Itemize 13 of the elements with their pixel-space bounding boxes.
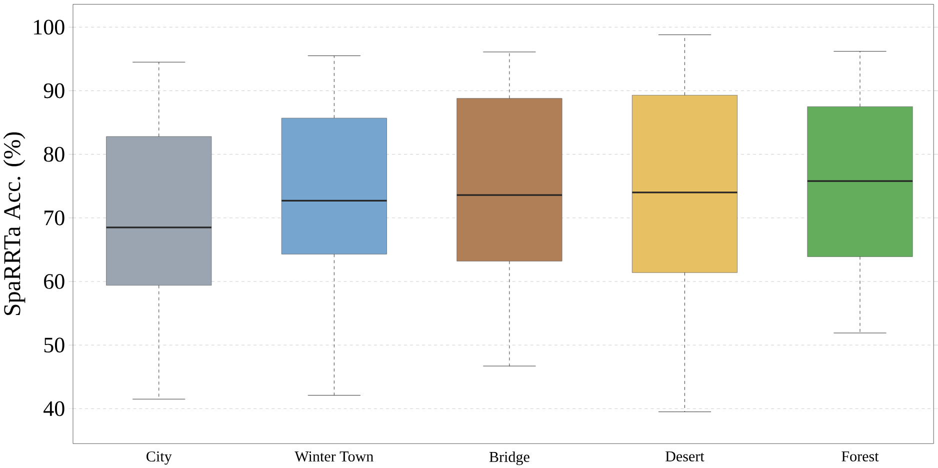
y-tick-label: 100 bbox=[34, 19, 64, 34]
x-tick-label: City bbox=[146, 451, 172, 464]
x-tick-label: Winter Town bbox=[294, 451, 374, 462]
x-tick-label: Forest bbox=[842, 451, 879, 462]
x-tick-label: Desert bbox=[666, 451, 704, 462]
y-tick-label: 90 bbox=[44, 83, 64, 98]
y-tick-label: 40 bbox=[44, 400, 64, 416]
y-tick-label: 60 bbox=[44, 274, 64, 289]
y-axis-title: SpaRRTa Acc. (%) bbox=[3, 132, 26, 315]
y-tick-label: 50 bbox=[44, 337, 64, 352]
y-tick-label: 80 bbox=[44, 146, 64, 162]
y-tick-label: 70 bbox=[44, 210, 64, 226]
x-tick-label: Bridge bbox=[489, 451, 530, 465]
